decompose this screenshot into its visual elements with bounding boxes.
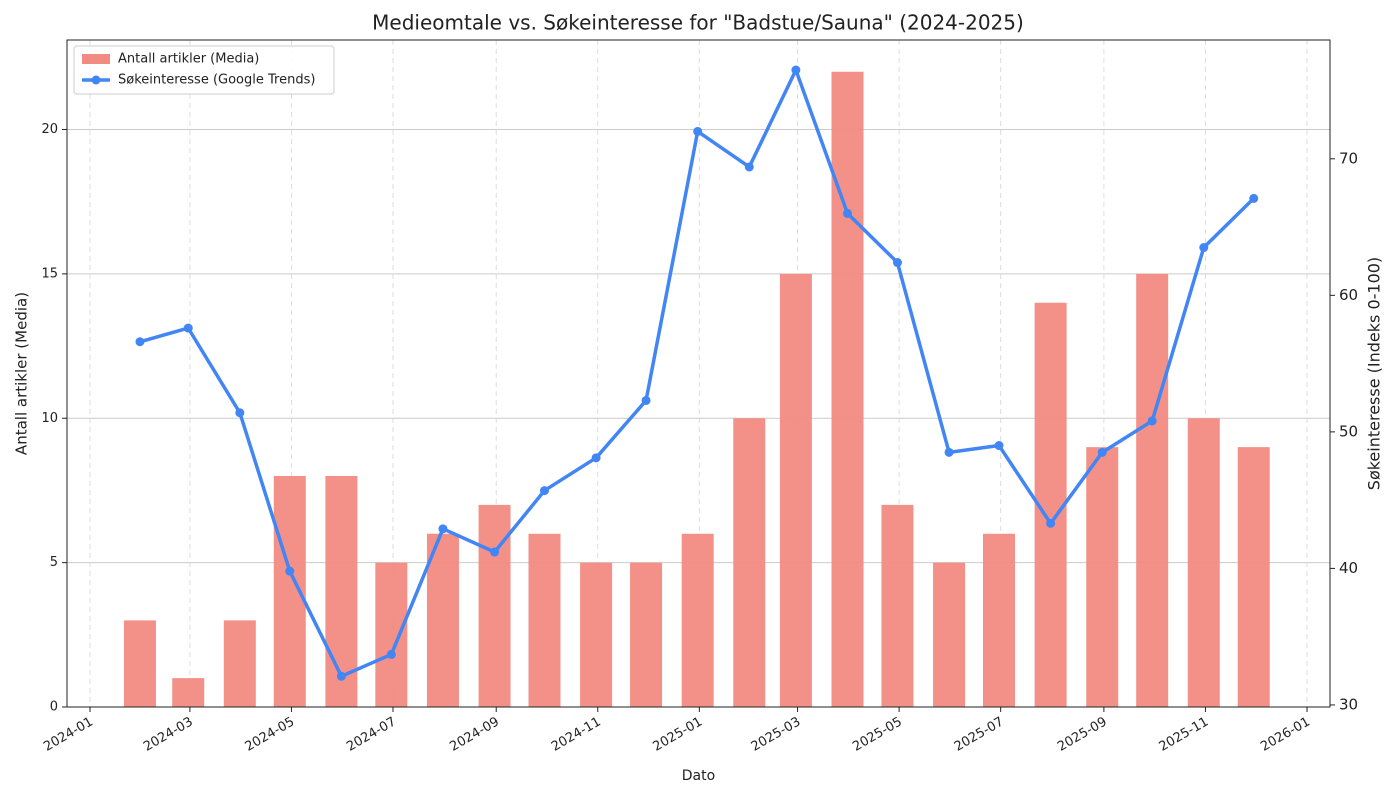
x-tick-label: 2026-01 xyxy=(1258,715,1313,755)
legend-swatch xyxy=(82,54,110,64)
y2-tick-label: 60 xyxy=(1339,286,1358,304)
y2-axis-label: Søkeinteresse (Indeks 0-100) xyxy=(1365,257,1384,490)
x-tick-label: 2024-07 xyxy=(344,715,399,755)
x-tick-label: 2024-03 xyxy=(141,715,196,755)
y2-tick-label: 70 xyxy=(1339,149,1358,167)
line-point xyxy=(285,566,295,576)
bar xyxy=(528,533,561,707)
line-point xyxy=(183,323,193,333)
x-tick-label: 2025-01 xyxy=(651,715,706,755)
line-point xyxy=(591,453,601,463)
line-point xyxy=(1147,416,1157,426)
line-point xyxy=(1249,193,1259,203)
x-tick-label: 2024-01 xyxy=(41,715,96,755)
line-point xyxy=(1097,447,1107,457)
bar xyxy=(1136,273,1169,707)
line-point xyxy=(641,395,651,405)
bar xyxy=(681,533,714,707)
bar xyxy=(733,418,766,707)
bar xyxy=(881,504,914,707)
line-point xyxy=(235,408,245,418)
line-point xyxy=(438,524,448,534)
x-tick-label: 2025-07 xyxy=(952,715,1007,755)
legend-label: Søkeinteresse (Google Trends) xyxy=(118,73,315,88)
y2-tick-label: 30 xyxy=(1339,695,1358,713)
bar xyxy=(580,562,613,707)
x-tick-label: 2025-03 xyxy=(749,715,804,755)
line-point xyxy=(135,337,145,347)
bar xyxy=(375,562,408,707)
bar xyxy=(1086,447,1119,707)
x-axis-label: Dato xyxy=(682,768,715,784)
line-point xyxy=(994,441,1004,451)
line-point xyxy=(744,162,754,172)
x-tick-label: 2024-11 xyxy=(549,715,604,755)
x-tick-label: 2025-05 xyxy=(850,715,905,755)
legend-label: Antall artikler (Media) xyxy=(118,52,259,67)
x-tick-label: 2024-05 xyxy=(243,715,298,755)
legend-swatch-point xyxy=(91,75,101,85)
line-point xyxy=(843,208,853,218)
bar xyxy=(933,562,966,707)
line-point xyxy=(336,671,346,681)
line-point xyxy=(892,258,902,268)
bar xyxy=(426,533,459,707)
bar xyxy=(123,620,156,707)
bar xyxy=(478,504,511,707)
y-tick-label: 5 xyxy=(50,555,58,570)
bar xyxy=(223,620,256,707)
bar xyxy=(779,273,812,707)
bar xyxy=(831,71,864,707)
line-point xyxy=(791,65,801,75)
line-point xyxy=(693,126,703,136)
y-tick-label: 0 xyxy=(50,700,58,715)
y2-tick-label: 50 xyxy=(1339,422,1358,440)
line-point xyxy=(490,547,500,557)
line-point xyxy=(1046,518,1056,528)
x-tick-label: 2025-11 xyxy=(1157,715,1212,755)
y-tick-label: 15 xyxy=(41,266,58,281)
bar xyxy=(172,678,205,707)
y-axis-label: Antall artikler (Media) xyxy=(13,292,31,455)
line-point xyxy=(540,486,550,496)
line-point xyxy=(386,649,396,659)
bar xyxy=(983,533,1016,707)
bar xyxy=(1187,418,1220,707)
y2-tick-label: 40 xyxy=(1339,559,1358,577)
bar xyxy=(630,562,663,707)
legend-box xyxy=(73,45,335,95)
line-point xyxy=(1199,243,1209,253)
bar xyxy=(325,476,358,707)
bar xyxy=(1237,447,1270,707)
y-tick-label: 10 xyxy=(41,411,58,426)
line-point xyxy=(944,447,954,457)
plot-frame xyxy=(66,39,1331,708)
x-tick-label: 2025-09 xyxy=(1055,715,1110,755)
y-tick-label: 20 xyxy=(41,122,58,137)
x-tick-label: 2024-09 xyxy=(447,715,502,755)
chart-title: Medieomtale vs. Søkeinteresse for "Badst… xyxy=(372,11,1024,35)
